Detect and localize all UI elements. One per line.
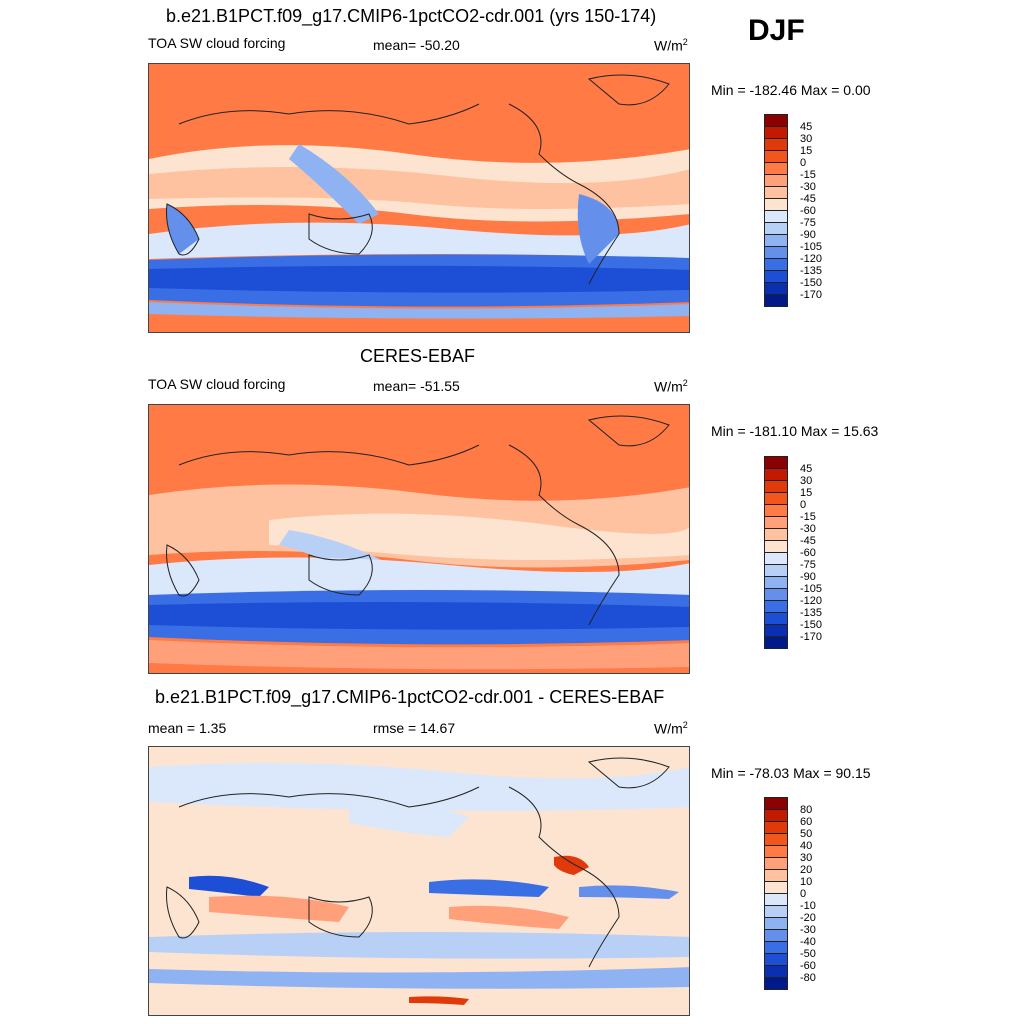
colorbar-label: -50 [800,948,816,960]
colorbar-label: 45 [800,121,813,133]
panel2-left-label: TOA SW cloud forcing [148,376,286,392]
colorbar-label: 50 [800,828,813,840]
panel1-units: W/m2 [654,37,688,54]
panel3-title: b.e21.B1PCT.f09_g17.CMIP6-1pctCO2-cdr.00… [155,687,665,707]
colorbar-label: -60 [800,960,816,972]
panel3-mean-label: mean = 1.35 [148,720,227,736]
panel1-map [148,63,690,333]
colorbar-label: -75 [800,217,816,229]
colorbar-label: 40 [800,840,813,852]
panel3-minmax: Min = -78.03 Max = 90.15 [711,765,871,781]
colorbar-label: -45 [800,535,816,547]
colorbar-label: -30 [800,924,816,936]
colorbar-label: -150 [800,277,823,289]
colorbar-label: 0 [800,888,807,900]
panel2-minmax: Min = -181.10 Max = 15.63 [711,423,879,439]
colorbar-label: -170 [800,631,823,643]
colorbar-label: 45 [800,463,813,475]
panel3-colorbar: 80 60 50 40 30 20 10 0 -10 -20 -30 -40 -50 -60 -80 [764,797,816,990]
panel1-mean-label: mean= -50.20 [373,37,460,53]
colorbar-label: 15 [800,487,813,499]
colorbar-label: -60 [800,547,816,559]
colorbar-label: -40 [800,936,816,948]
colorbar-label: -170 [800,289,823,301]
panel2-title: CERES-EBAF [360,346,476,366]
colorbar-label: -120 [800,595,823,607]
panel3-rmse-label: rmse = 14.67 [373,720,456,736]
panel2-mean-label: mean= -51.55 [373,378,460,394]
colorbar-label: 60 [800,816,813,828]
colorbar-label: -10 [800,900,816,912]
colorbar-label: -45 [800,193,816,205]
colorbar-swatch [764,636,788,649]
panel2-map [148,404,690,674]
colorbar-label: 10 [800,876,813,888]
colorbar-label: 30 [800,475,813,487]
colorbar-label: 80 [800,804,813,816]
colorbar-label: 0 [800,499,807,511]
colorbar-label: -120 [800,253,823,265]
colorbar-swatch [764,294,788,307]
colorbar-label: -90 [800,571,816,583]
panel2-colorbar: 45 30 15 0 -15 -30 -45 -60 -75 -90 -105 -120 -135 -15… [764,456,822,649]
colorbar-label: -20 [800,912,816,924]
colorbar-swatch [764,977,788,990]
colorbar-label: -75 [800,559,816,571]
colorbar-label: -80 [800,972,816,984]
colorbar-label: 15 [800,145,813,157]
panel2-units: W/m2 [654,378,688,395]
colorbar-label: -135 [800,607,823,619]
panel1-minmax: Min = -182.46 Max = 0.00 [711,82,871,98]
colorbar-label: -30 [800,181,816,193]
colorbar-label: -60 [800,205,816,217]
colorbar-label: -15 [800,169,816,181]
colorbar-label: -105 [800,241,823,253]
colorbar-label: 30 [800,852,813,864]
colorbar-label: -15 [800,511,816,523]
panel1-colorbar: 45 30 15 0 -15 -30 -45 -60 -75 -90 -105 -120 -135 -15… [764,114,822,307]
colorbar-label: -90 [800,229,816,241]
colorbar-label: 20 [800,864,813,876]
panel3-map [148,746,690,1016]
season-label: DJF [748,14,805,47]
colorbar-label: 0 [800,157,807,169]
colorbar-label: -150 [800,619,823,631]
colorbar-label: -30 [800,523,816,535]
panel1-left-label: TOA SW cloud forcing [148,35,286,51]
colorbar-label: 30 [800,133,813,145]
panel3-units: W/m2 [654,720,688,737]
panel1-title: b.e21.B1PCT.f09_g17.CMIP6-1pctCO2-cdr.00… [166,6,657,26]
colorbar-label: -135 [800,265,823,277]
colorbar-label: -105 [800,583,823,595]
